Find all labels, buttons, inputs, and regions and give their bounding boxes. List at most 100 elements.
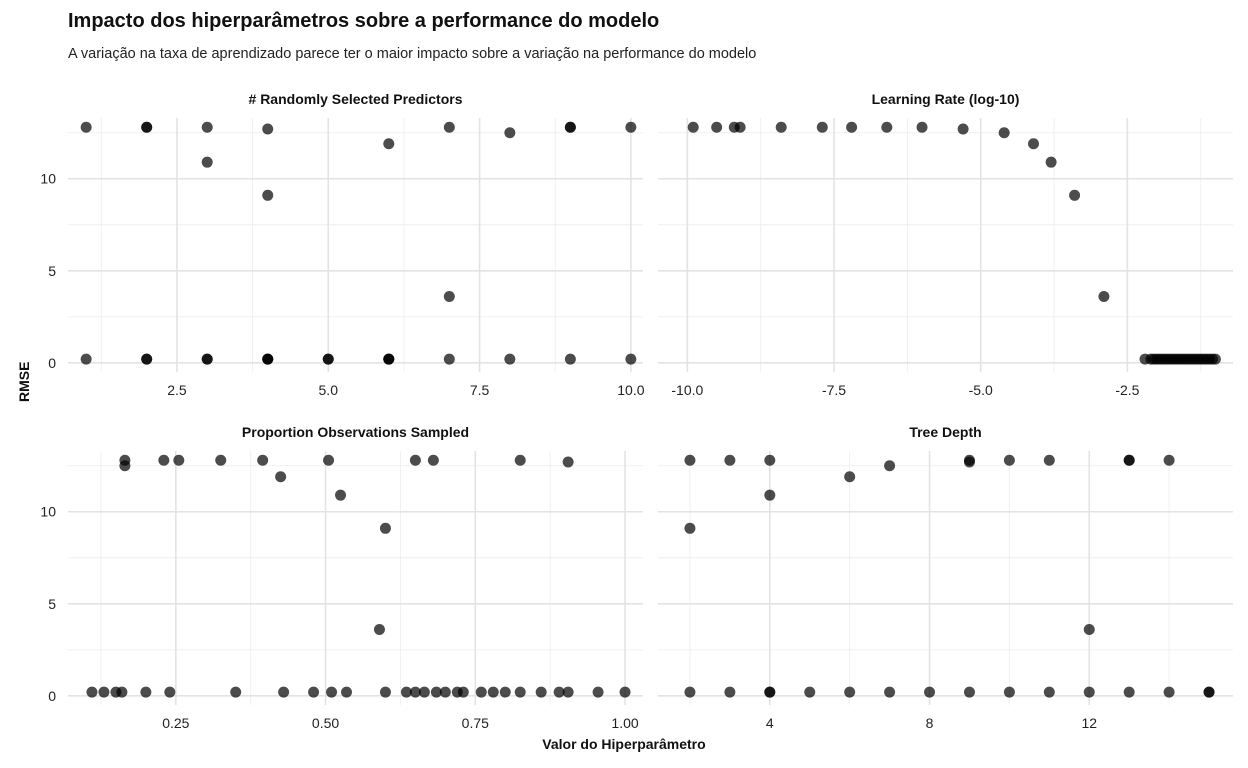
data-point [383, 138, 395, 150]
data-point [592, 686, 604, 698]
data-point [1083, 624, 1095, 636]
y-tick-label: 0 [48, 688, 56, 704]
data-point [998, 127, 1010, 139]
data-point [400, 686, 412, 698]
data-point [383, 353, 395, 365]
data-point [443, 121, 455, 133]
data-point [711, 121, 723, 133]
data-point [430, 686, 442, 698]
data-point [275, 471, 287, 483]
data-point [1045, 156, 1057, 168]
data-point [379, 686, 391, 698]
data-point [80, 353, 92, 365]
data-point [816, 121, 828, 133]
data-point [884, 460, 896, 472]
data-point [514, 686, 526, 698]
x-tick-label: -5.0 [969, 382, 993, 398]
data-point [86, 686, 98, 698]
page-subtitle: A variação na taxa de aprendizado parece… [68, 46, 757, 62]
data-point [1163, 686, 1175, 698]
facet-panel-4: 4 8 12 Tree Depth [658, 424, 1233, 731]
data-point [724, 686, 736, 698]
data-point [443, 291, 455, 303]
data-point [443, 353, 455, 365]
y-tick-label: 10 [40, 504, 56, 520]
data-point [1043, 454, 1055, 466]
data-point [924, 686, 936, 698]
data-point [504, 353, 516, 365]
x-tick-label: 0.25 [162, 715, 189, 731]
data-point [326, 686, 338, 698]
data-point [684, 454, 696, 466]
data-point [164, 686, 176, 698]
data-point [439, 686, 451, 698]
data-point [230, 686, 242, 698]
data-point [844, 471, 856, 483]
data-point [1123, 454, 1135, 466]
data-point [173, 454, 185, 466]
data-point [80, 121, 92, 133]
data-point [158, 454, 170, 466]
data-point [684, 686, 696, 698]
data-point [1043, 686, 1055, 698]
data-point [553, 686, 565, 698]
data-point [734, 121, 746, 133]
data-point [514, 454, 526, 466]
data-point [1083, 686, 1095, 698]
y-tick-label: 5 [48, 263, 56, 279]
data-point [262, 123, 274, 135]
data-point [409, 454, 421, 466]
data-point [116, 686, 128, 698]
data-point [846, 121, 858, 133]
x-tick-label: 4 [766, 715, 774, 731]
data-point [201, 353, 213, 365]
data-point [262, 189, 274, 201]
x-tick-label: 0.75 [462, 715, 489, 731]
facet-title: Learning Rate (log-10) [872, 91, 1020, 107]
page-title: Impacto dos hiperparâmetros sobre a perf… [68, 10, 660, 32]
data-point [379, 522, 391, 534]
data-point [341, 686, 353, 698]
facet-title: Tree Depth [909, 424, 981, 440]
data-point [764, 686, 776, 698]
x-tick-label: 10.0 [617, 382, 644, 398]
data-point [427, 454, 439, 466]
data-point [764, 454, 776, 466]
data-point [257, 454, 269, 466]
data-point [278, 686, 290, 698]
x-tick-label: 7.5 [470, 382, 490, 398]
facet-panel-2: -10.0 -7.5 -5.0 -2.5 Learning Rate (log-10) [658, 91, 1233, 398]
data-point [335, 489, 347, 501]
data-point [119, 460, 131, 472]
data-point [487, 686, 499, 698]
data-point [457, 686, 469, 698]
data-point [1123, 686, 1135, 698]
data-point [141, 121, 153, 133]
data-point [764, 489, 776, 501]
data-point [1069, 189, 1081, 201]
data-point [963, 456, 975, 468]
data-point [499, 686, 511, 698]
data-point [535, 686, 547, 698]
y-tick-label: 5 [48, 596, 56, 612]
y-tick-label: 0 [48, 355, 56, 371]
x-tick-label: 5.0 [319, 382, 339, 398]
data-point [308, 686, 320, 698]
data-point [322, 353, 334, 365]
data-point [201, 121, 213, 133]
data-point [1003, 686, 1015, 698]
data-point [916, 121, 928, 133]
x-tick-label: 1.00 [611, 715, 638, 731]
data-point [262, 353, 274, 365]
facet-panel-3: 0.25 0.50 0.75 1.00 0 5 10 Proportion Observati… [40, 424, 643, 731]
x-tick-label: 2.5 [167, 382, 187, 398]
facet-title: # Randomly Selected Predictors [249, 91, 463, 107]
data-point [687, 121, 699, 133]
x-tick-label: -2.5 [1115, 382, 1139, 398]
facet-title: Proportion Observations Sampled [242, 424, 469, 440]
data-point [418, 686, 430, 698]
data-point [1163, 454, 1175, 466]
x-axis-label: Valor do Hiperparâmetro [542, 736, 706, 752]
data-point [215, 454, 227, 466]
